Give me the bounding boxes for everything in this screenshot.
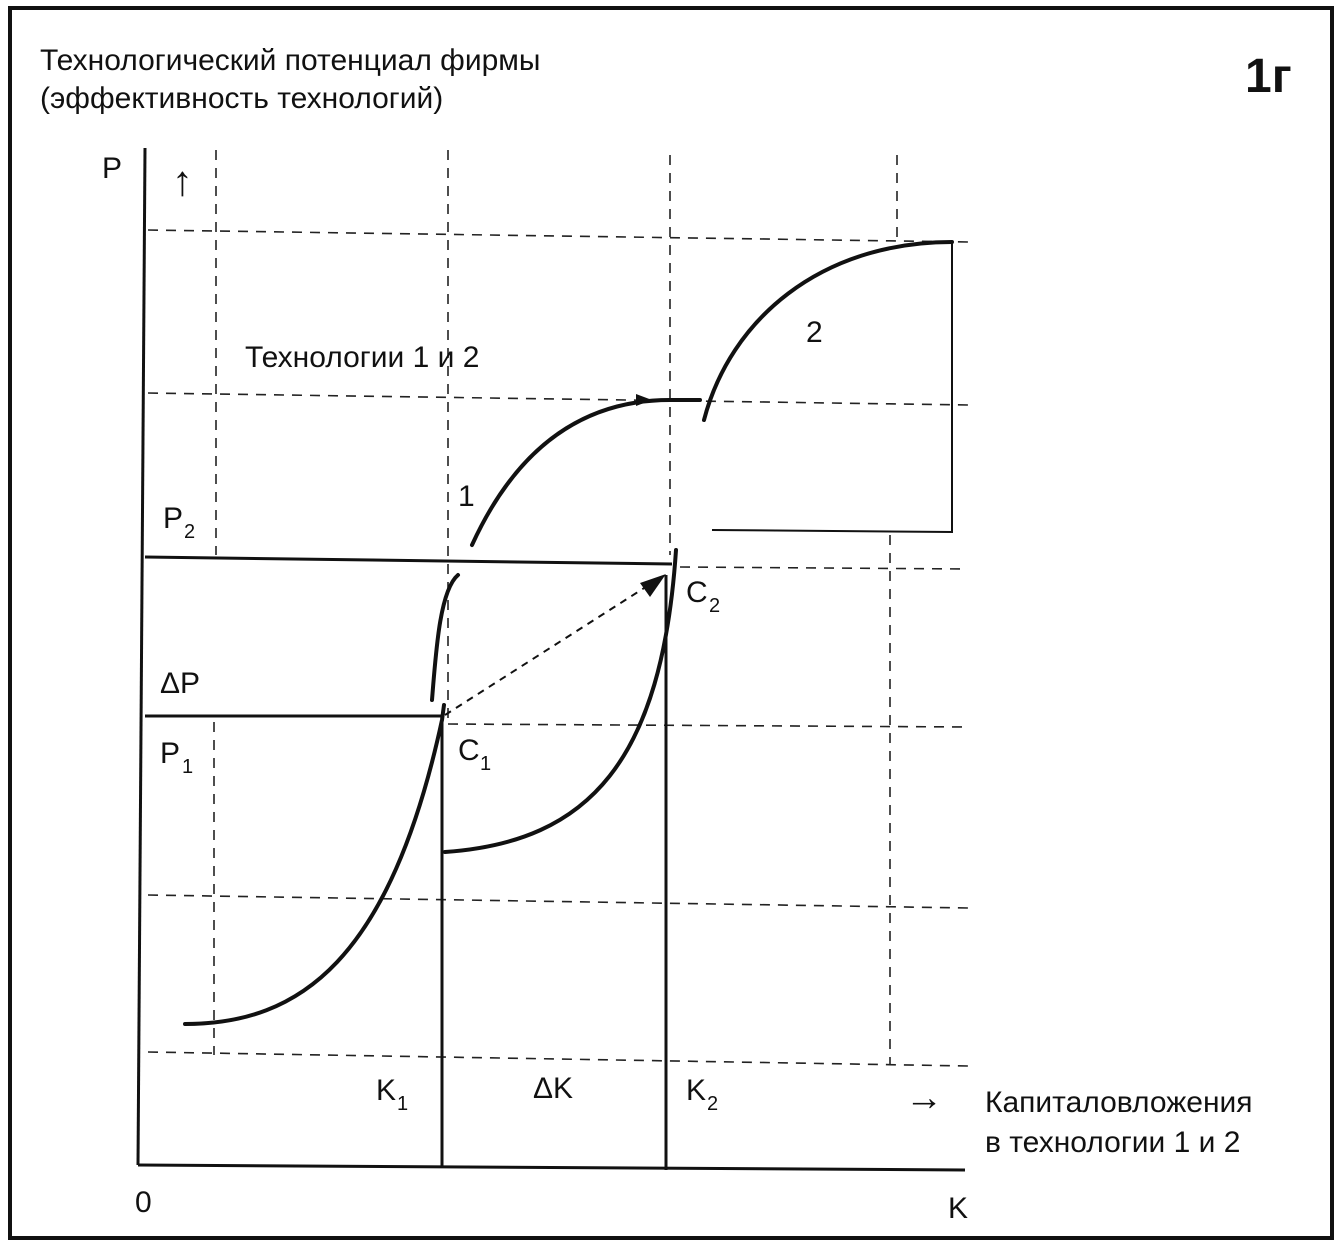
x-caption-line-1: Капиталовложения xyxy=(985,1086,1253,1119)
x-caption-line-2: в технологии 1 и 2 xyxy=(985,1126,1240,1159)
svg-text:2: 2 xyxy=(184,521,195,543)
x-axis-label: K xyxy=(948,1192,968,1225)
technologies-label: Технологии 1 и 2 xyxy=(245,341,479,374)
title-line-2: (эффективность технологий) xyxy=(40,82,443,115)
x-axis xyxy=(137,1163,966,1172)
figure-number: 1г xyxy=(1245,50,1292,103)
svg-text:1: 1 xyxy=(397,1093,408,1115)
figure-frame xyxy=(8,6,1334,1240)
horizontal-grid xyxy=(147,229,969,1067)
p2-label: P 2 xyxy=(163,502,195,543)
c1-label: C 1 xyxy=(458,734,491,775)
curve1-arrowhead xyxy=(636,394,652,406)
c2-label: C 2 xyxy=(686,576,720,617)
delta-p-label: ΔP xyxy=(160,667,200,700)
k1-label: K 1 xyxy=(376,1074,408,1115)
svg-text:P: P xyxy=(163,502,183,535)
curve-technology-2-upper xyxy=(702,240,954,422)
svg-text:1: 1 xyxy=(182,756,193,778)
delta-k-label: ΔK xyxy=(533,1072,573,1105)
y-axis xyxy=(136,147,147,1166)
y-axis-label: P xyxy=(102,152,122,185)
x-caption-arrow: → xyxy=(905,1077,943,1119)
curve-technology-2-lower xyxy=(443,548,678,854)
c1-to-c2-arrowhead xyxy=(640,574,666,597)
svg-text:2: 2 xyxy=(707,1093,718,1115)
svg-text:2: 2 xyxy=(709,595,720,617)
svg-text:K: K xyxy=(376,1074,396,1107)
curve-technology-1-upper xyxy=(470,398,702,547)
title-line-1: Технологический потенциал фирмы xyxy=(40,44,540,77)
curve-technology-1-mid xyxy=(430,573,460,702)
k2-label: K 2 xyxy=(686,1074,718,1115)
curve-technology-1-lower xyxy=(183,703,446,1026)
svg-text:C: C xyxy=(686,576,708,609)
origin-label: 0 xyxy=(135,1186,152,1219)
svg-text:C: C xyxy=(458,734,480,767)
c1-to-c2-dashed-arrow xyxy=(444,582,653,716)
p1-label: P 1 xyxy=(160,737,193,778)
p2-level-line xyxy=(144,555,673,566)
curve-1-label: 1 xyxy=(458,480,475,513)
svg-text:K: K xyxy=(686,1074,706,1107)
curve-2-label: 2 xyxy=(806,316,823,349)
vertical-grid xyxy=(213,150,898,1065)
svg-text:1: 1 xyxy=(480,753,491,775)
y-up-arrow: ↑ xyxy=(172,157,193,204)
svg-text:P: P xyxy=(160,737,180,770)
right-bracket xyxy=(711,242,953,534)
